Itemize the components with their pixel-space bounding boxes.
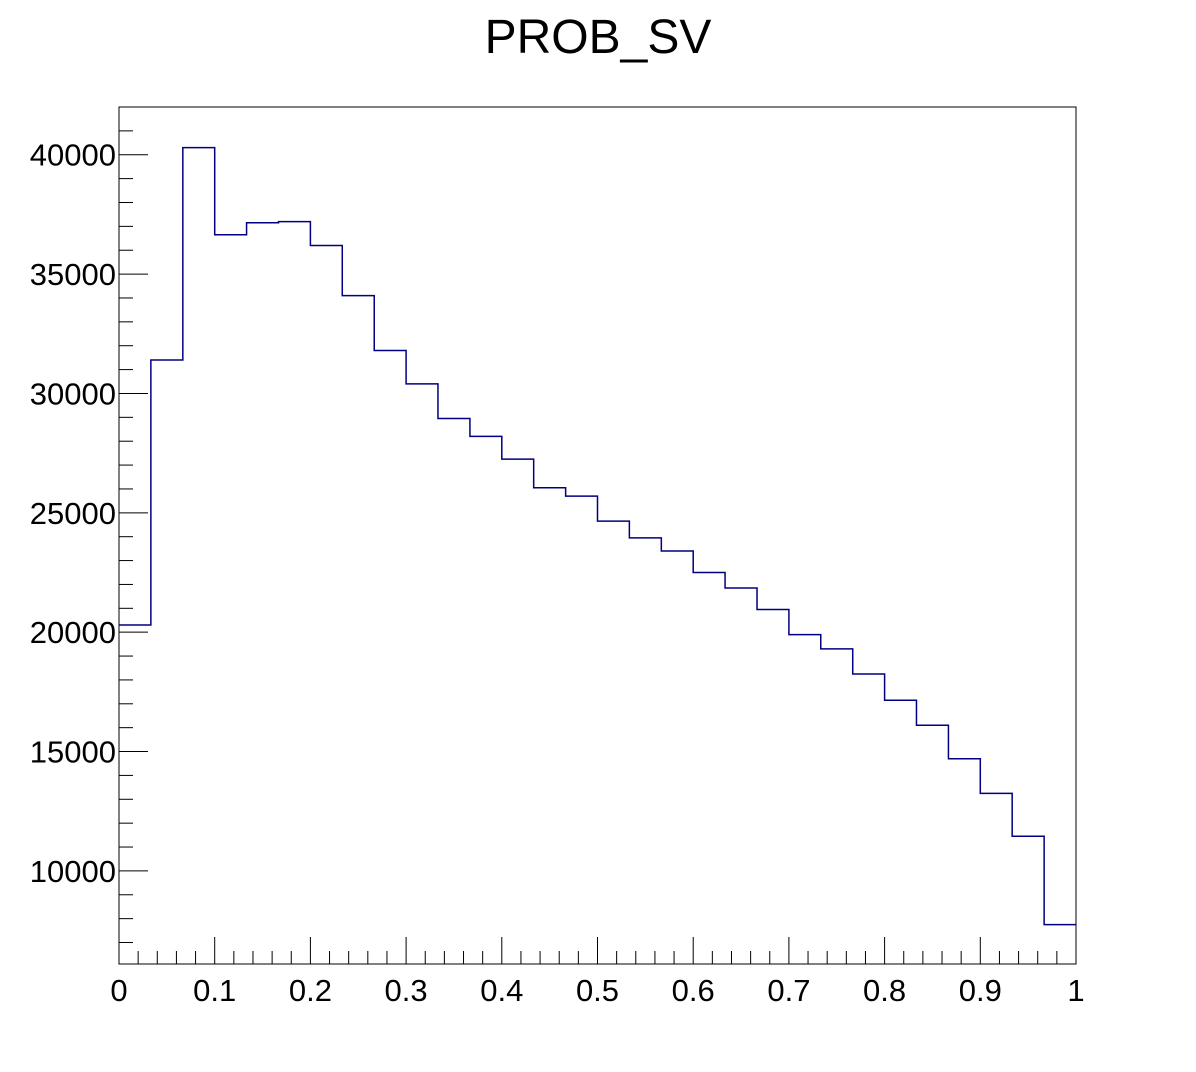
histogram-bin	[725, 588, 757, 964]
histogram-bin	[502, 459, 534, 964]
x-tick-label: 1	[1067, 973, 1084, 1008]
histogram-bin	[247, 223, 279, 964]
histogram-bin	[438, 419, 470, 964]
histogram-bin	[470, 436, 502, 964]
x-tick-label: 0.3	[385, 973, 428, 1008]
histogram-bin	[980, 793, 1012, 964]
x-tick-label: 0.8	[863, 973, 906, 1008]
x-tick-label: 0.6	[672, 973, 715, 1008]
histogram-bin	[598, 521, 630, 964]
y-tick-label: 25000	[30, 496, 116, 531]
y-tick-label: 10000	[30, 854, 116, 889]
histogram-bin	[1044, 925, 1076, 964]
histogram-bin	[119, 625, 151, 964]
x-tick-label: 0.7	[767, 973, 810, 1008]
histogram-bin	[885, 700, 917, 964]
histogram-bin	[342, 296, 374, 964]
histogram-bin	[215, 235, 247, 964]
histogram-bin	[661, 551, 693, 964]
histogram-bin	[183, 148, 215, 964]
histogram-bin	[821, 649, 853, 964]
y-tick-label: 15000	[30, 735, 116, 770]
x-tick-label: 0.1	[193, 973, 236, 1008]
histogram-bin	[310, 245, 342, 964]
chart-title: PROB_SV	[485, 11, 712, 64]
histogram-bin	[789, 635, 821, 964]
x-tick-label: 0.4	[480, 973, 523, 1008]
x-tick-label: 0.9	[959, 973, 1002, 1008]
y-tick-label: 30000	[30, 376, 116, 411]
histogram-bin	[757, 610, 789, 964]
histogram-bin	[151, 360, 183, 964]
histogram-bin	[406, 384, 438, 964]
histogram-series	[119, 146, 1076, 964]
histogram-bin	[1012, 836, 1044, 964]
x-tick-label: 0.5	[576, 973, 619, 1008]
y-tick-label: 20000	[30, 615, 116, 650]
histogram-step-line	[119, 146, 1076, 926]
histogram-bin	[693, 573, 725, 964]
histogram-bin	[948, 759, 980, 964]
histogram-bin	[566, 496, 598, 964]
histogram-bin	[916, 725, 948, 964]
x-tick-label: 0.2	[289, 973, 332, 1008]
histogram-bin	[374, 350, 406, 964]
minor-ticks	[119, 106, 1058, 964]
y-tick-label: 35000	[30, 257, 116, 292]
x-tick-label: 0	[110, 973, 127, 1008]
histogram-bin	[534, 488, 566, 964]
y-tick-labels: 10000 15000 20000 25000 30000 35000 40000	[30, 138, 116, 889]
major-ticks	[118, 154, 1077, 964]
histogram-bin	[279, 222, 311, 964]
y-tick-label: 40000	[30, 138, 116, 173]
histogram-bin	[629, 538, 661, 964]
histogram-bin	[853, 674, 885, 964]
x-tick-labels: 0 0.1 0.2 0.3 0.4 0.5 0.6 0.7 0.8 0.9 1	[110, 973, 1084, 1008]
